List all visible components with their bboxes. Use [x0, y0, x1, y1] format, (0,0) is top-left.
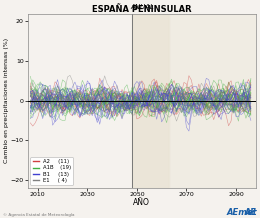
- Bar: [132, 14, 169, 188]
- Text: AE: AE: [245, 208, 257, 217]
- Bar: [169, 14, 260, 188]
- Text: ANUAL: ANUAL: [130, 4, 154, 10]
- Y-axis label: Cambio en precipitaciones intensas (%): Cambio en precipitaciones intensas (%): [4, 38, 9, 163]
- Text: AEmet: AEmet: [227, 208, 257, 217]
- Title: ESPAÑA PENINSULAR: ESPAÑA PENINSULAR: [92, 5, 192, 14]
- Text: © Agencia Estatal de Meteorología: © Agencia Estatal de Meteorología: [3, 213, 74, 217]
- Legend: A2     (11), A1B    (19), B1     (13), E1     ( 4): A2 (11), A1B (19), B1 (13), E1 ( 4): [30, 157, 73, 185]
- X-axis label: AÑO: AÑO: [133, 198, 150, 207]
